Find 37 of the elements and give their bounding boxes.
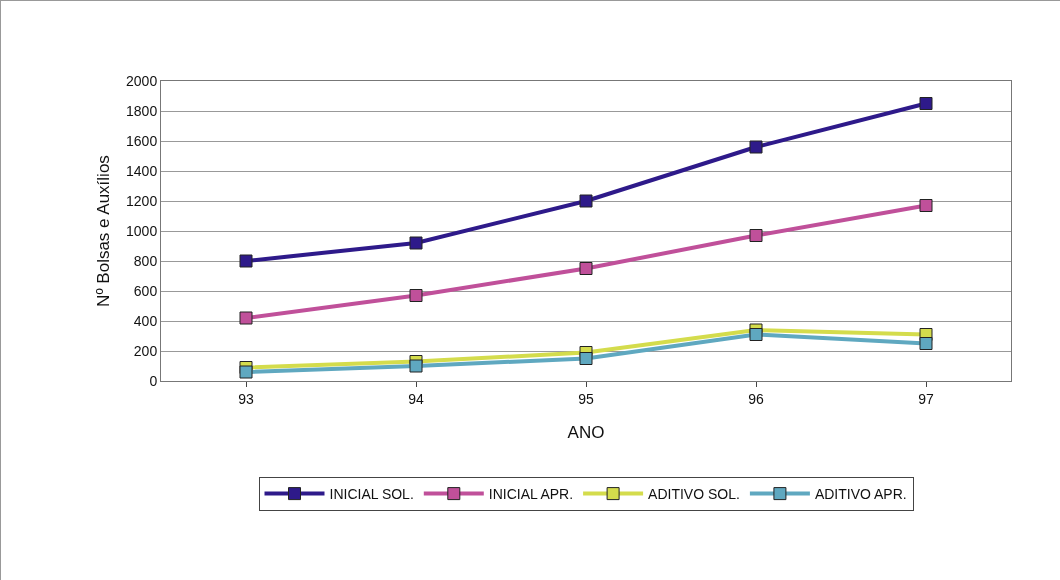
point [239, 311, 253, 325]
x-tick-label: 93 [238, 390, 254, 407]
x-tick-label: 94 [408, 390, 424, 407]
legend-label: INICIAL APR. [488, 486, 574, 503]
x-tick-label: 96 [748, 390, 764, 407]
y-tick-label: 1400 [126, 162, 158, 179]
point [579, 262, 593, 275]
legend-label: ADITIVO APR. [814, 486, 907, 503]
y-tick-label: 800 [133, 252, 158, 269]
y-axis-title: Nº Bolsas e Auxílios [93, 155, 113, 307]
point [919, 199, 933, 212]
point [749, 140, 763, 154]
y-tick-label: 1000 [126, 222, 158, 239]
y-tick-label: 600 [133, 282, 158, 299]
point [579, 194, 593, 208]
y-tick-label: 1600 [126, 132, 158, 149]
point [409, 359, 423, 373]
point [409, 289, 423, 302]
y-tick-label: 1800 [126, 102, 158, 119]
point [749, 328, 763, 341]
point [919, 97, 933, 110]
point [579, 352, 593, 365]
x-axis-title: ANO [567, 423, 605, 443]
y-tick-label: 2000 [126, 72, 158, 89]
legend-label: ADITIVO SOL. [648, 486, 740, 503]
x-tick-label: 95 [578, 390, 594, 407]
point [409, 236, 423, 250]
point [239, 254, 253, 268]
y-tick-label: 1200 [126, 192, 158, 209]
y-tick-label: 400 [133, 312, 158, 329]
x-tick-label: 97 [918, 390, 934, 407]
y-tick-label: 200 [133, 342, 158, 359]
y-tick-label: 0 [149, 372, 158, 389]
point [239, 365, 253, 379]
legend-label: INICIAL SOL. [329, 486, 414, 503]
point [919, 337, 933, 350]
point [749, 229, 763, 242]
